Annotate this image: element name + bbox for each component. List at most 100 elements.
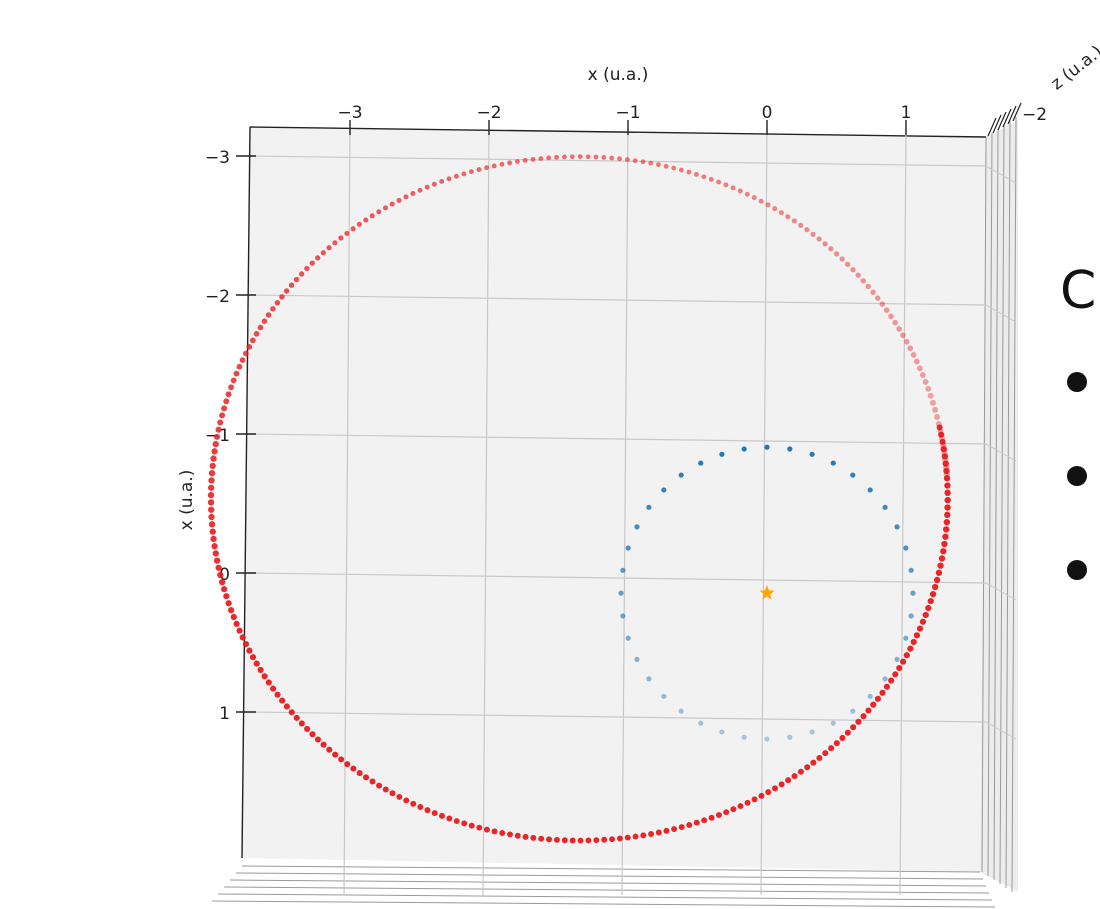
z-tick-mark bbox=[987, 117, 997, 137]
outer-orbit-point bbox=[671, 165, 677, 171]
outer-orbit-point bbox=[833, 251, 840, 257]
outer-orbit-point bbox=[363, 774, 370, 781]
outer-orbit-point bbox=[212, 550, 219, 557]
inner-orbit-point bbox=[646, 676, 652, 682]
outer-orbit-point bbox=[850, 267, 856, 273]
outer-orbit-point bbox=[935, 421, 942, 428]
outer-orbit-point bbox=[309, 260, 315, 266]
outer-orbit-point bbox=[257, 666, 264, 674]
outer-orbit-point bbox=[693, 819, 700, 826]
outer-orbit-point bbox=[538, 156, 544, 161]
outer-orbit-point bbox=[288, 282, 295, 288]
outer-orbit-point bbox=[751, 796, 758, 803]
outer-orbit-point bbox=[439, 178, 445, 184]
outer-orbit-point bbox=[663, 827, 670, 834]
outer-orbit-point bbox=[332, 751, 339, 758]
inner-orbit-point bbox=[741, 446, 747, 452]
outer-orbit-point bbox=[215, 426, 222, 433]
outer-orbit-point bbox=[499, 830, 506, 836]
outer-orbit-point bbox=[937, 428, 944, 435]
outer-orbit-point bbox=[274, 691, 281, 698]
outer-orbit-point bbox=[396, 793, 403, 800]
grid-line-x bbox=[621, 127, 629, 896]
outer-orbit-point bbox=[236, 363, 243, 370]
outer-orbit-point bbox=[892, 671, 899, 678]
y-tick-label: 0 bbox=[219, 565, 230, 585]
outer-orbit-point bbox=[484, 165, 490, 171]
outer-orbit-point bbox=[942, 533, 949, 540]
inner-orbit-point bbox=[634, 656, 640, 662]
inner-orbit-point bbox=[809, 729, 815, 735]
pane-edge-line bbox=[235, 872, 984, 880]
outer-orbit-point bbox=[940, 445, 947, 453]
outer-orbit-point bbox=[943, 518, 951, 526]
outer-orbit-point bbox=[468, 169, 474, 175]
inner-orbit-point bbox=[625, 635, 631, 641]
outer-orbit-point bbox=[907, 345, 914, 352]
z-axis-label: z (u.a.) bbox=[1047, 42, 1100, 94]
y-axis-label: x (u.a.) bbox=[177, 470, 197, 531]
outer-orbit-point bbox=[944, 504, 951, 511]
outer-orbit-point bbox=[797, 768, 804, 775]
z-tick-mark bbox=[992, 114, 1002, 134]
outer-orbit-point bbox=[785, 777, 792, 784]
outer-orbit-point bbox=[723, 182, 729, 188]
outer-orbit-point bbox=[855, 718, 862, 725]
side-edge-line bbox=[987, 132, 993, 877]
outer-orbit-point bbox=[942, 464, 950, 471]
outer-orbit-point bbox=[410, 191, 416, 197]
pane-edge-line bbox=[223, 886, 990, 894]
outer-orbit-point bbox=[213, 557, 221, 564]
outer-orbit-point bbox=[737, 803, 744, 810]
outer-orbit-point bbox=[778, 210, 784, 216]
outer-orbit-point bbox=[932, 583, 939, 591]
outer-orbit-point bbox=[925, 604, 932, 612]
outer-orbit-point bbox=[879, 301, 886, 307]
outer-orbit-point bbox=[431, 810, 438, 817]
inner-orbit-point bbox=[646, 504, 652, 510]
outer-orbit-point bbox=[223, 398, 230, 405]
bullet-1 bbox=[1067, 372, 1087, 392]
outer-orbit-point bbox=[265, 312, 272, 318]
outer-orbit-point bbox=[585, 154, 591, 160]
outer-orbit-point bbox=[772, 206, 778, 212]
z-tick-label: −2 bbox=[1022, 105, 1047, 125]
outer-orbit-point bbox=[758, 792, 765, 799]
x-tick-label: 1 bbox=[901, 103, 912, 123]
inner-orbit-point bbox=[698, 460, 704, 466]
outer-orbit-point bbox=[934, 413, 941, 420]
pane-edge-line bbox=[241, 865, 981, 873]
outer-orbit-point bbox=[883, 307, 890, 313]
grid-line-x bbox=[343, 127, 351, 896]
slide-title-fragment: C bbox=[1060, 261, 1096, 321]
inner-orbit-point bbox=[830, 460, 836, 466]
outer-orbit-point bbox=[944, 511, 951, 519]
outer-orbit-point bbox=[927, 392, 934, 399]
outer-orbit-point bbox=[298, 720, 305, 727]
outer-orbit-point bbox=[715, 812, 722, 819]
outer-orbit-point bbox=[708, 176, 714, 182]
outer-orbit-point bbox=[892, 319, 898, 326]
outer-orbit-point bbox=[771, 785, 778, 792]
outer-orbit-point bbox=[288, 709, 295, 716]
outer-orbit-point bbox=[903, 652, 910, 659]
outer-orbit-point bbox=[778, 781, 785, 788]
inner-orbit-point bbox=[678, 472, 684, 478]
outer-orbit-point bbox=[917, 365, 923, 372]
outer-orbit-point bbox=[261, 318, 268, 324]
outer-orbit-point bbox=[701, 174, 707, 180]
outer-orbit-point bbox=[903, 338, 910, 345]
outer-orbit-point bbox=[446, 176, 452, 182]
grid-line-y bbox=[247, 711, 987, 723]
outer-orbit-point bbox=[208, 506, 215, 513]
outer-orbit-point bbox=[561, 837, 568, 844]
outer-orbit-point bbox=[828, 745, 835, 752]
grid-line-x bbox=[482, 127, 490, 896]
pane-edge-line bbox=[217, 893, 993, 901]
inner-orbit-point bbox=[910, 590, 916, 596]
outer-orbit-point bbox=[242, 640, 250, 648]
outer-orbit-point bbox=[562, 154, 567, 160]
outer-orbit-point bbox=[839, 734, 846, 741]
outer-orbit-point bbox=[546, 836, 553, 843]
